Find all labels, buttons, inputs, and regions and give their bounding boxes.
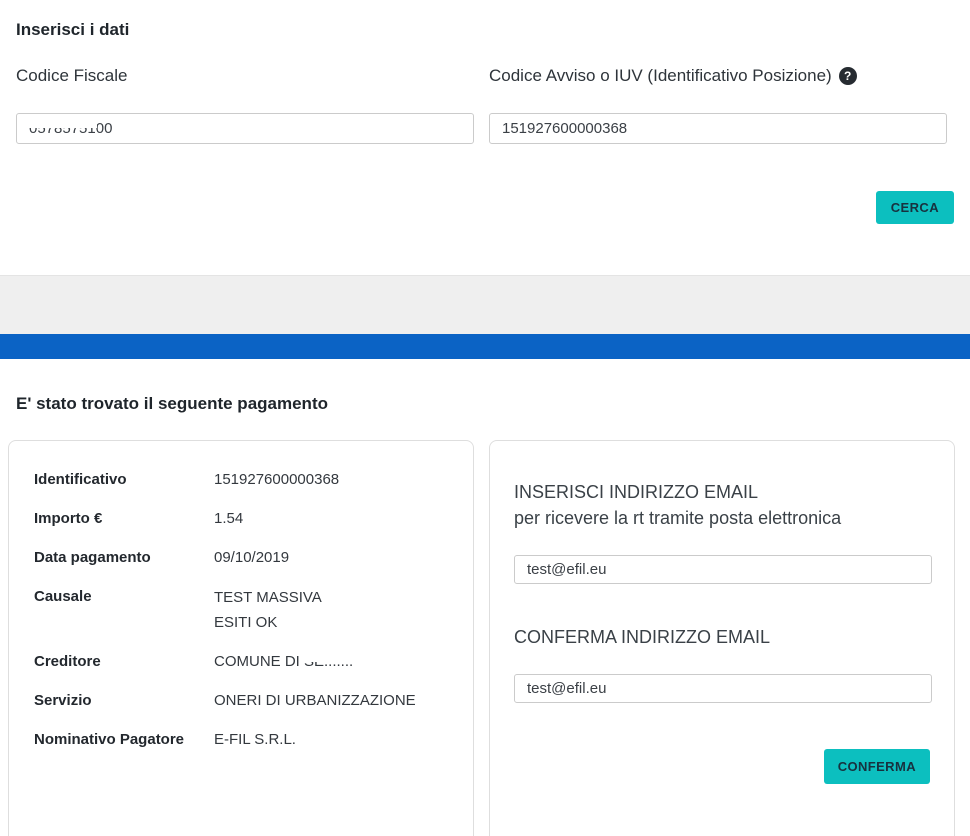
fiscal-code-redacted-value: 05785751 — [28, 117, 97, 137]
fiscal-code-label: Codice Fiscale — [16, 66, 128, 85]
result-section-title: E' stato trovato il seguente pagamento — [16, 394, 328, 413]
blue-accent-band — [0, 334, 970, 359]
search-section-title: Inserisci i dati — [16, 20, 130, 39]
search-button-row: CERCA — [16, 191, 954, 224]
payment-row-data-pagamento: Data pagamento 09/10/2019 — [34, 549, 290, 566]
field-labels-row: Codice Fiscale Codice Avviso o IUV (Iden… — [16, 64, 954, 88]
confirm-email-label: CONFERMA INDIRIZZO EMAIL — [514, 627, 771, 647]
payment-row-identificativo: Identificativo 151927600000368 — [34, 471, 340, 488]
payment-row-importo: Importo € 1.54 — [34, 510, 244, 527]
email-input[interactable] — [514, 555, 932, 584]
payment-row-servizio: Servizio ONERI DI URBANIZZAZIONE — [34, 692, 416, 709]
payment-row-causale: Causale TEST MASSIVA ESITI OK — [34, 588, 322, 631]
confirm-button-row: CONFERMA — [514, 749, 930, 784]
input-gap — [474, 113, 489, 144]
iuv-label: Codice Avviso o IUV (Identificativo Posi… — [489, 64, 948, 88]
result-cards: Identificativo 151927600000368 Importo €… — [8, 440, 970, 836]
cerca-button[interactable]: CERCA — [875, 191, 954, 224]
fiscal-code-input[interactable]: 05785751 00 — [16, 113, 474, 144]
email-form-card: INSERISCI INDIRIZZO EMAIL per ricevere l… — [489, 440, 955, 836]
payment-details-card: Identificativo 151927600000368 Importo €… — [8, 440, 474, 836]
email-form-title: INSERISCI INDIRIZZO EMAIL per ricevere l… — [514, 482, 842, 528]
conferma-button[interactable]: CONFERMA — [823, 749, 930, 784]
payment-row-creditore: Creditore COMUNE DI SE....... — [34, 647, 449, 674]
search-section: Inserisci i dati Codice Fiscale Codice A… — [0, 0, 970, 275]
creditore-redacted-value: SE....... — [302, 647, 355, 674]
field-inputs-row: 05785751 00 — [16, 113, 954, 144]
iuv-input[interactable] — [489, 113, 947, 144]
confirm-email-input[interactable] — [514, 674, 932, 703]
fiscal-code-visible-value: 00 — [95, 120, 113, 137]
question-circle-icon[interactable]: ? — [838, 67, 857, 85]
gray-separator-band — [0, 275, 970, 334]
payment-row-nominativo-pagatore: Nominativo Pagatore E-FIL S.R.L. — [34, 731, 296, 748]
